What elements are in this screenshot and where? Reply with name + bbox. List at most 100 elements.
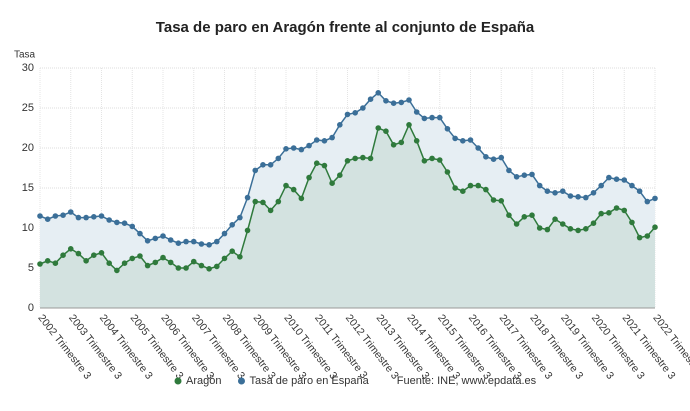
marker	[229, 248, 235, 254]
marker	[91, 214, 97, 220]
marker	[529, 212, 535, 218]
marker	[352, 110, 358, 116]
marker	[60, 252, 66, 258]
marker	[313, 137, 320, 143]
marker	[444, 126, 451, 132]
marker	[290, 145, 297, 151]
marker	[252, 167, 259, 174]
marker	[260, 199, 266, 206]
marker	[129, 223, 136, 230]
marker	[444, 169, 451, 175]
marker	[175, 240, 182, 246]
marker	[237, 214, 243, 221]
marker	[190, 258, 197, 265]
y-tick-label: 0	[28, 302, 34, 314]
marker	[606, 210, 612, 216]
marker	[206, 266, 212, 272]
marker	[83, 214, 89, 221]
marker	[114, 267, 120, 274]
marker	[536, 182, 543, 189]
marker	[98, 213, 105, 219]
marker	[498, 154, 505, 161]
marker	[467, 137, 474, 143]
marker	[498, 198, 505, 204]
marker	[559, 188, 566, 194]
marker	[483, 154, 489, 160]
marker	[144, 262, 151, 269]
marker	[229, 222, 235, 228]
marker	[544, 188, 551, 194]
y-tick-label: 5	[28, 262, 34, 274]
marker	[137, 253, 143, 259]
marker	[598, 210, 604, 217]
marker	[629, 219, 635, 226]
marker	[636, 234, 643, 241]
marker	[629, 182, 635, 189]
marker	[214, 263, 220, 270]
marker	[144, 238, 151, 244]
marker	[390, 100, 397, 106]
marker	[521, 172, 528, 178]
marker	[552, 190, 558, 196]
marker	[652, 224, 658, 230]
marker	[375, 125, 382, 131]
marker	[513, 221, 520, 227]
marker	[344, 111, 351, 118]
marker	[183, 265, 189, 271]
marker	[206, 242, 212, 248]
marker	[621, 177, 628, 183]
marker	[44, 216, 51, 222]
y-tick-label: 25	[22, 102, 34, 114]
marker	[152, 235, 159, 242]
marker	[137, 230, 143, 237]
legend-label: Tasa de paro en España	[249, 375, 369, 387]
y-tick-label: 20	[22, 142, 34, 154]
marker	[221, 255, 228, 262]
marker	[413, 138, 420, 144]
marker	[37, 261, 43, 267]
marker	[91, 252, 97, 258]
marker	[275, 155, 282, 162]
marker	[375, 90, 382, 96]
marker	[313, 160, 320, 166]
marker	[306, 142, 312, 149]
marker	[321, 138, 328, 144]
marker	[114, 219, 120, 226]
marker	[67, 246, 74, 252]
marker	[44, 258, 51, 264]
marker	[275, 198, 282, 205]
marker	[298, 146, 305, 153]
marker	[214, 238, 220, 245]
legend-label: Aragón	[186, 375, 221, 387]
marker	[452, 185, 458, 191]
y-tick-label: 10	[22, 222, 34, 234]
chart-title: Tasa de paro en Aragón frente al conjunt…	[156, 19, 535, 36]
marker	[121, 260, 128, 267]
marker	[613, 205, 620, 211]
marker	[436, 157, 443, 163]
marker	[267, 207, 274, 214]
marker	[483, 186, 489, 193]
marker	[621, 207, 628, 214]
marker	[83, 258, 89, 264]
marker	[583, 194, 589, 201]
marker	[98, 250, 105, 256]
marker	[429, 155, 435, 162]
marker	[406, 122, 412, 128]
marker	[590, 220, 597, 226]
marker	[290, 186, 297, 193]
marker	[121, 220, 128, 226]
marker	[37, 213, 43, 219]
marker	[298, 195, 305, 202]
marker	[383, 98, 389, 104]
marker	[160, 254, 166, 261]
marker	[475, 182, 481, 189]
marker	[221, 230, 228, 237]
marker	[460, 188, 466, 194]
marker	[337, 122, 343, 128]
marker	[75, 214, 82, 221]
marker	[636, 188, 643, 194]
marker	[490, 156, 497, 162]
marker	[190, 238, 197, 245]
